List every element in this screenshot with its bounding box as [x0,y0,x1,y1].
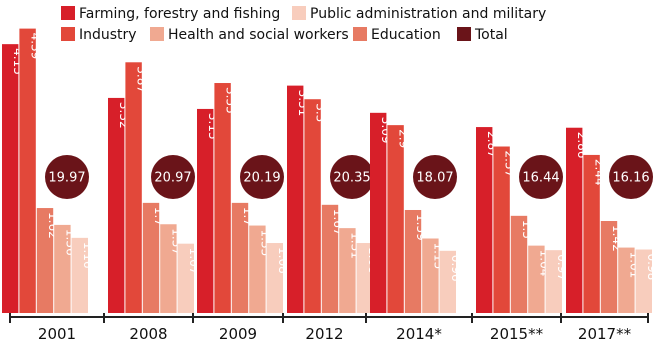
bar [321,204,339,313]
bar [493,146,510,313]
legend-label: Education [371,27,441,43]
x-tick-label: 2012 [305,325,343,343]
total-value-label: 16.44 [522,171,559,186]
bar [566,127,583,313]
bar [19,28,36,314]
bar [510,215,528,313]
total-bubble [609,155,653,199]
bar [125,62,142,313]
legend-swatch [457,27,471,41]
total-bubble [151,155,195,199]
bar [108,97,125,313]
bar-group-2014: 3.09 2.91.591.15 0.96 [370,112,463,313]
bar-group-2001: 4.154.391.621.36 1.16 [2,28,95,314]
bar [2,44,19,314]
bar-value-label: 1.5 [520,220,534,239]
legend-label: Industry [79,27,137,43]
bar [476,127,493,313]
total-value-label: 20.97 [154,171,191,186]
x-tick-label: 2017** [578,325,632,343]
bar-value-label: 4.39 [29,33,43,60]
bar-group-2009: 3.153.551.71.351.08 [197,83,290,314]
total-bubble [330,155,374,199]
bar [635,249,652,313]
total-bubble [45,155,89,199]
bar [528,245,545,313]
bar [583,154,600,313]
total-value-label: 16.16 [612,171,649,186]
bar [266,243,283,313]
bar-value-label: 1.16 [81,242,95,269]
total-value-label: 19.97 [48,171,85,186]
bar [71,237,88,313]
bar-group-2012: 3.513.31.671.311.08 [287,85,380,314]
total-bubble [413,155,457,199]
x-tick-label: 2008 [129,325,167,343]
bar-value-label: 1.7 [241,207,255,226]
bar-value-label: 2.44 [593,159,607,186]
legend-swatch [292,6,306,20]
bar [545,250,562,313]
total-value-label: 20.35 [333,171,370,186]
bar [422,238,439,313]
bar [197,108,214,313]
bar-group-2008: 3.323.871.71.371.07 [108,62,201,313]
bar [339,228,356,313]
bar-value-label: 2.57 [503,151,517,178]
legend-swatch [150,27,164,41]
bar-value-label: 0.96 [449,255,463,282]
bar [249,225,266,313]
bar [177,243,194,313]
bar [618,247,635,313]
bar [160,224,177,313]
bar-group-2015: 2.872.571.51.04 0.97 [476,127,569,313]
bar-value-label: 1.42 [610,225,624,252]
total-bubble [240,155,284,199]
bar [214,83,231,314]
bar-value-label: 3.87 [135,66,149,93]
bar-value-label: 0.98 [645,254,656,281]
total-value-label: 20.19 [243,171,280,186]
bar-value-label: 2.86 [575,132,589,159]
bar [36,208,54,313]
legend-label: Total [474,27,508,43]
bar [404,209,422,313]
bar [370,112,387,313]
bar-value-label: 1.08 [276,247,290,274]
legend-label: Farming, forestry and fishing [79,6,280,22]
bar [304,99,321,313]
bar [439,250,456,313]
total-value-label: 18.07 [416,171,453,186]
bar-value-label: 1.7 [152,207,166,226]
legend-swatch [61,27,75,41]
bar-value-label: 3.55 [224,87,238,114]
legend-label: Health and social workers [168,27,349,43]
x-tick-label: 2001 [38,325,76,343]
x-tick-label: 2009 [219,325,257,343]
bar-value-label: 2.9 [397,129,411,148]
bar [387,125,404,313]
bar [231,202,249,313]
bar [600,221,618,313]
bar [287,85,304,314]
legend-label: Public administration and military [310,6,546,22]
bar-value-label: 1.59 [414,214,428,241]
x-tick-label: 2015** [490,325,544,343]
total-bubble [519,155,563,199]
bar-value-label: 0.97 [555,254,569,281]
bar-value-label: 3.3 [314,103,328,122]
legend-swatch [61,6,75,20]
x-tick-label: 2014* [396,325,442,343]
bar [356,243,373,313]
legend-swatch [353,27,367,41]
bar [54,224,71,313]
bar [142,202,160,313]
bar-group-2017: 2.862.441.421.01 0.98 [566,127,656,313]
